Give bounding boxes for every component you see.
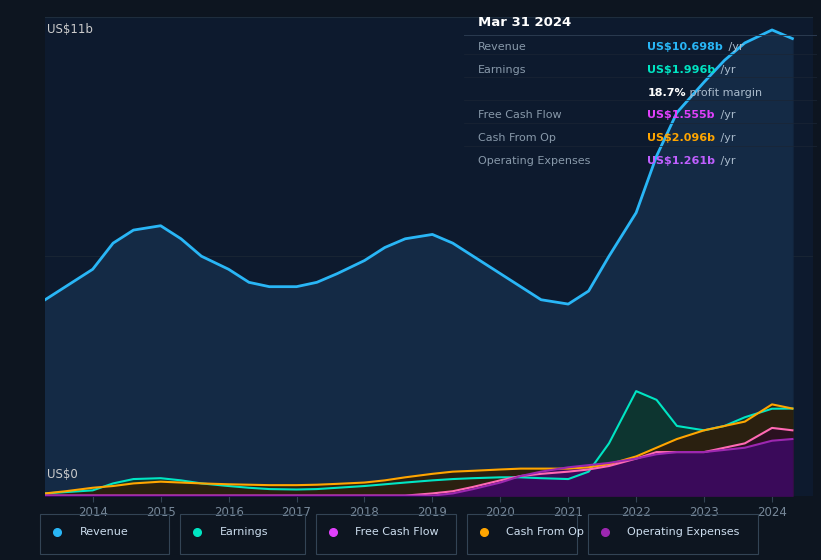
Text: Operating Expenses: Operating Expenses — [627, 527, 740, 537]
Text: Cash From Op: Cash From Op — [507, 527, 585, 537]
Text: /yr: /yr — [718, 110, 736, 120]
Text: Operating Expenses: Operating Expenses — [478, 156, 590, 166]
Text: Earnings: Earnings — [219, 527, 268, 537]
Text: US$1.996b: US$1.996b — [648, 65, 716, 74]
Text: /yr: /yr — [718, 65, 736, 74]
Text: /yr: /yr — [718, 156, 736, 166]
Text: profit margin: profit margin — [686, 87, 763, 97]
Text: /yr: /yr — [725, 42, 744, 52]
Text: US$0: US$0 — [47, 468, 77, 481]
Text: US$11b: US$11b — [47, 22, 93, 35]
Text: 18.7%: 18.7% — [648, 87, 686, 97]
Text: Earnings: Earnings — [478, 65, 526, 74]
Text: Free Cash Flow: Free Cash Flow — [478, 110, 562, 120]
Text: Cash From Op: Cash From Op — [478, 133, 556, 143]
Text: US$1.261b: US$1.261b — [648, 156, 715, 166]
Text: US$2.096b: US$2.096b — [648, 133, 715, 143]
Text: Mar 31 2024: Mar 31 2024 — [478, 16, 571, 29]
Text: Free Cash Flow: Free Cash Flow — [355, 527, 439, 537]
Text: /yr: /yr — [718, 133, 736, 143]
Text: US$1.555b: US$1.555b — [648, 110, 715, 120]
Text: Revenue: Revenue — [478, 42, 527, 52]
Text: US$10.698b: US$10.698b — [648, 42, 723, 52]
Text: Revenue: Revenue — [80, 527, 128, 537]
